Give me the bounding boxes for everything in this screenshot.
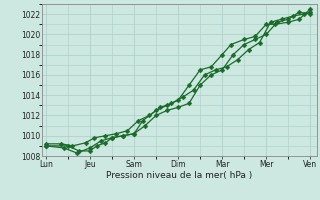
X-axis label: Pression niveau de la mer( hPa ): Pression niveau de la mer( hPa ) [106, 171, 252, 180]
